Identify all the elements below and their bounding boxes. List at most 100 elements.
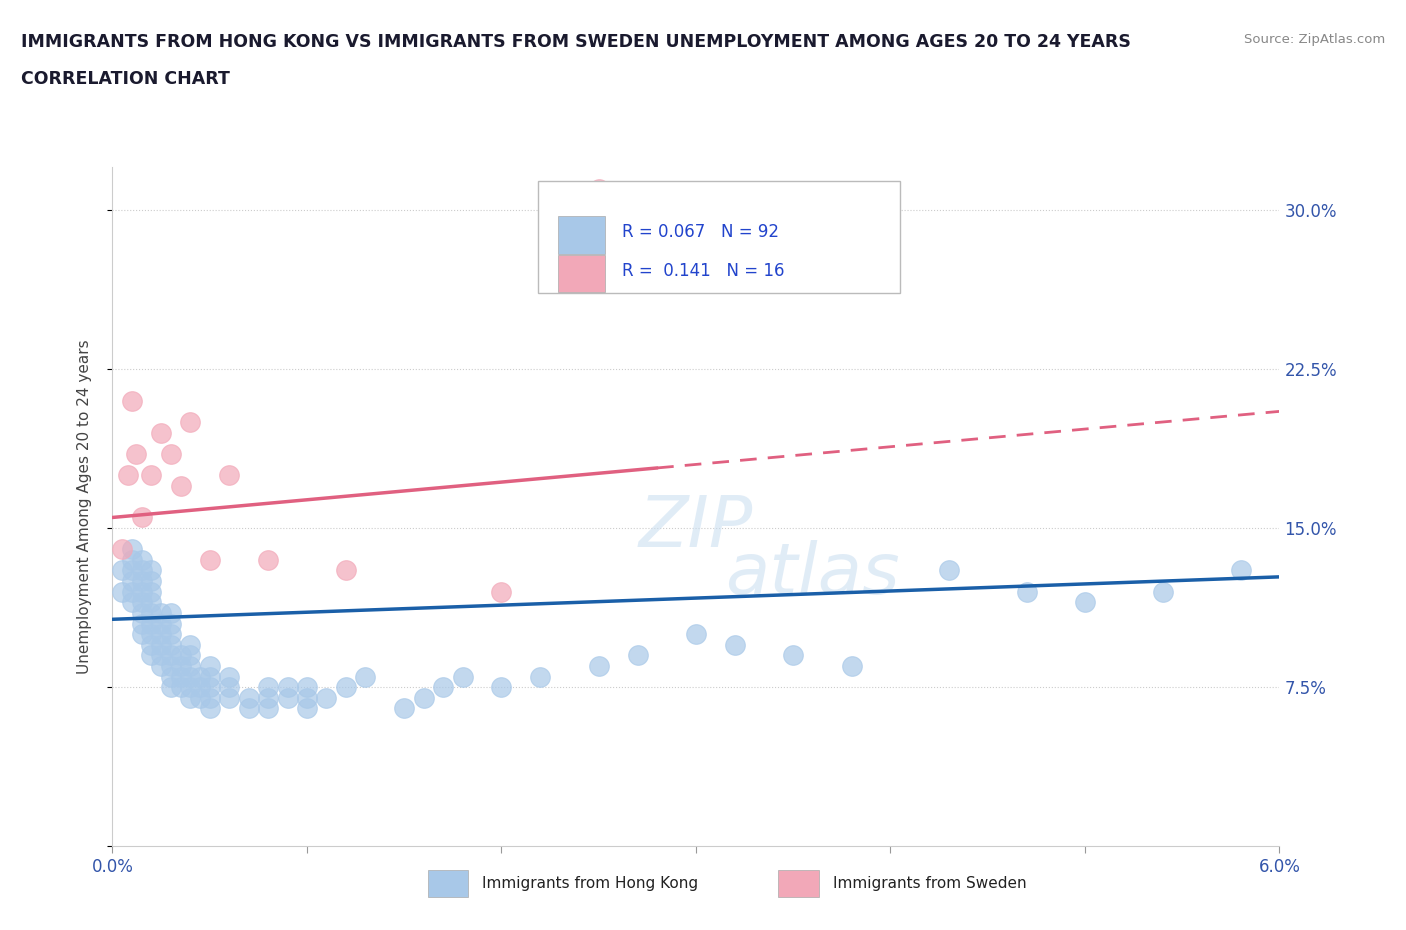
Text: IMMIGRANTS FROM HONG KONG VS IMMIGRANTS FROM SWEDEN UNEMPLOYMENT AMONG AGES 20 T: IMMIGRANTS FROM HONG KONG VS IMMIGRANTS … <box>21 33 1130 50</box>
Point <box>588 181 610 196</box>
Point <box>150 605 173 620</box>
Point <box>627 648 650 663</box>
Text: Immigrants from Sweden: Immigrants from Sweden <box>832 876 1026 891</box>
Point <box>335 563 357 578</box>
Point <box>179 415 201 430</box>
Bar <box>427 870 468 897</box>
Point <box>198 680 221 695</box>
Point <box>117 468 139 483</box>
Point <box>879 245 901 259</box>
Point <box>160 605 183 620</box>
Point <box>238 701 260 716</box>
Point <box>169 648 191 663</box>
Point <box>938 563 960 578</box>
Point <box>1229 563 1251 578</box>
Point <box>257 680 280 695</box>
Point <box>141 637 163 652</box>
Text: Source: ZipAtlas.com: Source: ZipAtlas.com <box>1244 33 1385 46</box>
Point <box>257 701 280 716</box>
Point <box>121 595 143 610</box>
Point <box>198 552 221 567</box>
Point <box>315 690 337 705</box>
Point <box>131 563 153 578</box>
Point <box>841 658 863 673</box>
Point <box>491 584 513 599</box>
Point <box>121 574 143 589</box>
Point <box>141 584 163 599</box>
Point <box>141 468 163 483</box>
Point <box>276 690 298 705</box>
Point <box>1152 584 1174 599</box>
Point <box>179 680 201 695</box>
Point <box>141 595 163 610</box>
Text: R =  0.141   N = 16: R = 0.141 N = 16 <box>623 261 785 280</box>
Point <box>1074 595 1097 610</box>
Point <box>685 627 707 642</box>
Y-axis label: Unemployment Among Ages 20 to 24 years: Unemployment Among Ages 20 to 24 years <box>77 339 91 674</box>
Point <box>141 605 163 620</box>
Point <box>432 680 454 695</box>
Point <box>169 658 191 673</box>
Point <box>160 658 183 673</box>
Bar <box>778 870 818 897</box>
Point <box>188 690 211 705</box>
Point <box>121 393 143 408</box>
Point <box>179 637 201 652</box>
Point <box>160 446 183 461</box>
Point <box>782 648 804 663</box>
Point <box>588 658 610 673</box>
Point <box>121 542 143 557</box>
Point <box>141 627 163 642</box>
Point <box>150 648 173 663</box>
Point <box>121 584 143 599</box>
Point <box>295 701 318 716</box>
Point <box>141 616 163 631</box>
Point <box>491 680 513 695</box>
Point <box>295 690 318 705</box>
Point <box>198 701 221 716</box>
Point <box>111 542 134 557</box>
Point <box>111 584 134 599</box>
Point <box>131 574 153 589</box>
Point <box>179 690 201 705</box>
Point <box>179 670 201 684</box>
Point <box>335 680 357 695</box>
Point <box>218 468 240 483</box>
Point <box>412 690 434 705</box>
Point <box>131 616 153 631</box>
Point <box>131 595 153 610</box>
Point <box>169 478 191 493</box>
Text: Immigrants from Hong Kong: Immigrants from Hong Kong <box>482 876 699 891</box>
Point <box>1015 584 1038 599</box>
Point <box>160 616 183 631</box>
Point <box>198 670 221 684</box>
Point <box>276 680 298 695</box>
Point <box>125 446 148 461</box>
Text: atlas: atlas <box>725 540 900 609</box>
Point <box>121 563 143 578</box>
Point <box>150 425 173 440</box>
Point <box>169 670 191 684</box>
Point <box>354 670 377 684</box>
Point <box>392 701 416 716</box>
Point <box>150 637 173 652</box>
Point <box>169 680 191 695</box>
Point <box>257 690 280 705</box>
Point <box>160 670 183 684</box>
Point <box>257 552 280 567</box>
Point <box>188 670 211 684</box>
Bar <box>558 255 605 293</box>
Point <box>451 670 474 684</box>
Point <box>131 627 153 642</box>
Point <box>150 627 173 642</box>
Point <box>238 690 260 705</box>
Point <box>724 637 747 652</box>
Point <box>141 574 163 589</box>
Text: ZIP: ZIP <box>638 493 754 562</box>
Point <box>198 690 221 705</box>
Point <box>141 563 163 578</box>
Point <box>160 627 183 642</box>
Point <box>160 637 183 652</box>
Point <box>160 648 183 663</box>
Point <box>295 680 318 695</box>
